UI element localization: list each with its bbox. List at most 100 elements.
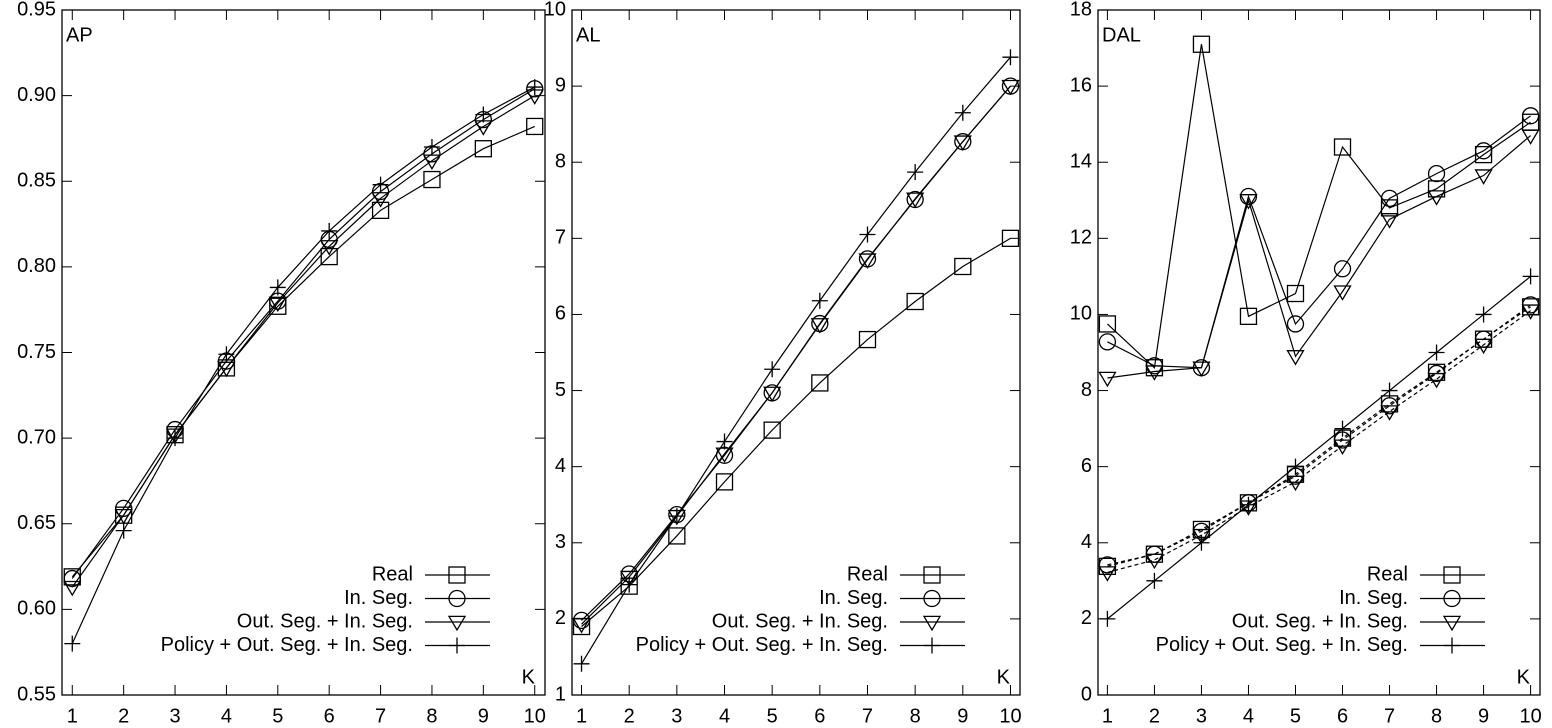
y-tick-label: 14 <box>1070 151 1092 173</box>
marker <box>1192 35 1211 53</box>
x-tick-label: 9 <box>957 705 968 727</box>
marker <box>1334 420 1351 437</box>
x-tick-label: 1 <box>67 705 78 727</box>
legend-marker <box>447 615 467 632</box>
y-tick-label: 6 <box>555 303 566 325</box>
series-line <box>1107 304 1531 566</box>
marker <box>115 499 133 517</box>
marker <box>1333 138 1352 156</box>
x-tick-label: 2 <box>1149 705 1160 727</box>
x-tick-label: 10 <box>999 705 1021 727</box>
y-tick-label: 1 <box>555 683 566 705</box>
x-tick-label: 3 <box>671 705 682 727</box>
marker <box>1239 307 1258 325</box>
marker <box>167 430 184 447</box>
series-line <box>71 95 536 588</box>
marker <box>1145 365 1164 381</box>
x-tick-label: 10 <box>1519 705 1541 727</box>
x-tick-label: 9 <box>1478 705 1489 727</box>
y-tick-label: 16 <box>1070 74 1092 96</box>
marker <box>572 611 591 630</box>
marker <box>371 192 390 208</box>
legend-marker <box>1442 615 1462 632</box>
marker <box>1098 566 1117 582</box>
marker <box>811 374 829 392</box>
plot-frame <box>571 9 1021 696</box>
y-tick-label: 2 <box>555 607 566 629</box>
x-tick-label: 4 <box>719 705 730 727</box>
marker <box>668 527 686 545</box>
marker <box>165 428 185 444</box>
legend-label: Real <box>372 563 413 585</box>
y-tick-label: 0.95 <box>17 0 56 20</box>
x-tick-label: 8 <box>426 705 437 727</box>
marker <box>906 292 924 311</box>
marker <box>1521 304 1540 320</box>
marker <box>572 617 591 634</box>
marker <box>1428 344 1445 361</box>
marker <box>1239 194 1258 210</box>
legend-marker <box>448 566 466 584</box>
marker <box>1286 315 1305 333</box>
marker <box>475 106 492 123</box>
marker <box>764 361 781 378</box>
marker <box>1098 371 1117 388</box>
marker <box>668 508 685 525</box>
marker <box>715 473 734 491</box>
legend-marker <box>1443 589 1461 608</box>
y-tick-label: 0.70 <box>17 426 56 448</box>
panel-label: AP <box>66 24 93 46</box>
legend-label: In. Seg. <box>819 587 888 609</box>
y-tick-label: 5 <box>555 379 566 401</box>
panel-label: AL <box>576 24 600 46</box>
marker <box>763 386 782 403</box>
marker <box>422 154 442 170</box>
marker <box>1239 187 1258 206</box>
marker <box>1474 142 1493 160</box>
marker <box>1522 268 1539 285</box>
marker <box>320 247 338 266</box>
x-tick-label: 8 <box>910 705 921 727</box>
x-tick-label: 1 <box>576 705 587 727</box>
marker <box>1286 284 1305 303</box>
legend-marker <box>923 589 941 608</box>
series-line <box>1107 115 1531 369</box>
marker <box>1427 190 1446 206</box>
marker <box>1192 522 1211 541</box>
x-tick-label: 6 <box>814 705 825 727</box>
y-tick-label: 0.85 <box>17 170 56 192</box>
legend-label: Out. Seg. + In. Seg. <box>1232 610 1408 632</box>
x-tick-label: 7 <box>1384 705 1395 727</box>
series-line <box>1107 310 1531 574</box>
marker <box>1333 439 1352 456</box>
series-line <box>581 85 1011 625</box>
legend-marker <box>1444 637 1460 654</box>
marker <box>1333 285 1352 301</box>
series-line <box>1107 306 1531 567</box>
marker <box>858 330 877 349</box>
marker <box>218 346 235 363</box>
x-tick-label: 7 <box>862 705 873 727</box>
marker <box>858 253 877 269</box>
x-tick-label: 6 <box>324 705 335 727</box>
marker <box>810 318 829 334</box>
x-tick-label: 3 <box>169 705 180 727</box>
series-line <box>71 86 536 644</box>
legend-marker <box>922 615 942 632</box>
y-tick-label: 3 <box>555 531 566 553</box>
marker <box>1475 306 1492 323</box>
marker <box>526 117 544 136</box>
marker <box>1192 361 1211 378</box>
panel-label: DAL <box>1102 24 1141 46</box>
marker <box>371 201 390 220</box>
marker <box>1001 229 1020 247</box>
plot-frame <box>61 9 546 696</box>
marker <box>907 164 924 181</box>
legend-marker <box>448 589 466 608</box>
marker <box>1098 315 1117 333</box>
y-tick-label: 0.80 <box>17 255 56 277</box>
series-line <box>1107 135 1531 379</box>
marker <box>1145 553 1164 570</box>
marker <box>526 79 543 96</box>
